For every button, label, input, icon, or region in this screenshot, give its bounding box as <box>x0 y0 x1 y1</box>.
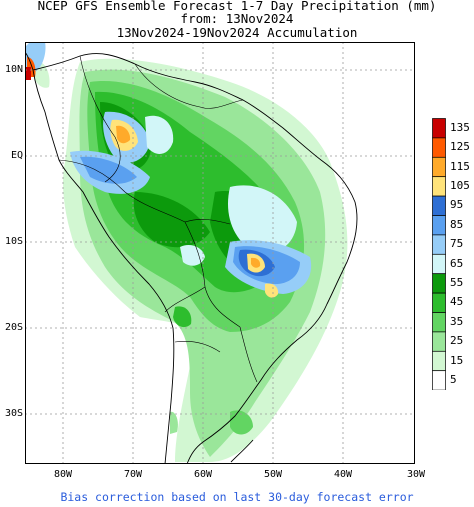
lon-label-80w: 80W <box>53 469 73 480</box>
lat-label-20s: 20S <box>4 322 23 333</box>
chart-title-line2: from: 13Nov2024 <box>180 11 294 26</box>
legend-swatch <box>432 215 446 236</box>
legend-swatch <box>432 350 446 372</box>
legend-label: 85 <box>450 217 464 231</box>
precip-shading <box>25 42 348 463</box>
legend-swatch <box>432 253 446 275</box>
legend-label: 135 <box>450 120 470 134</box>
legend-label: 125 <box>450 140 470 154</box>
bias-correction-note: Bias correction based on last 30-day for… <box>60 490 414 504</box>
lat-label-10s: 10S <box>4 236 23 247</box>
lon-label-30w: 30W <box>406 469 426 480</box>
map-gridlines <box>25 42 415 464</box>
legend-swatch <box>432 195 446 216</box>
lat-label-30s: 30S <box>4 408 23 419</box>
legend-label: 25 <box>450 334 464 348</box>
legend-swatch <box>432 176 446 197</box>
legend-label: 5 <box>450 372 457 386</box>
legend-label: 55 <box>450 275 464 289</box>
legend-label: 65 <box>450 256 464 270</box>
legend-swatch <box>432 273 446 294</box>
legend-swatch <box>432 137 446 158</box>
legend-swatch <box>432 156 446 178</box>
lat-label-eq: EQ <box>10 150 23 161</box>
legend-label: 15 <box>450 353 464 367</box>
legend-swatch <box>432 370 446 390</box>
lon-label-50w: 50W <box>263 469 283 480</box>
lon-label-60w: 60W <box>193 469 213 480</box>
legend-label: 75 <box>450 237 464 251</box>
lon-label-70w: 70W <box>123 469 143 480</box>
legend-swatch <box>432 312 446 333</box>
legend-swatch <box>432 331 446 352</box>
legend-swatch <box>432 234 446 255</box>
lat-label-10n: 10N <box>4 64 23 75</box>
legend-label: 45 <box>450 295 464 309</box>
chart-title-line3: 13Nov2024-19Nov2024 Accumulation <box>116 25 358 40</box>
precipitation-map <box>25 42 415 464</box>
legend-swatch <box>432 292 446 313</box>
legend-label: 95 <box>450 198 464 212</box>
legend-label: 105 <box>450 178 470 192</box>
legend-label: 35 <box>450 314 464 328</box>
legend-label: 115 <box>450 159 470 173</box>
map-frame <box>25 42 415 464</box>
chart-title-line1: NCEP GFS Ensemble Forecast 1-7 Day Preci… <box>37 0 437 13</box>
precip-color-legend <box>432 118 446 390</box>
lon-label-40w: 40W <box>333 469 353 480</box>
country-borders <box>58 55 258 383</box>
legend-swatch <box>432 118 446 139</box>
